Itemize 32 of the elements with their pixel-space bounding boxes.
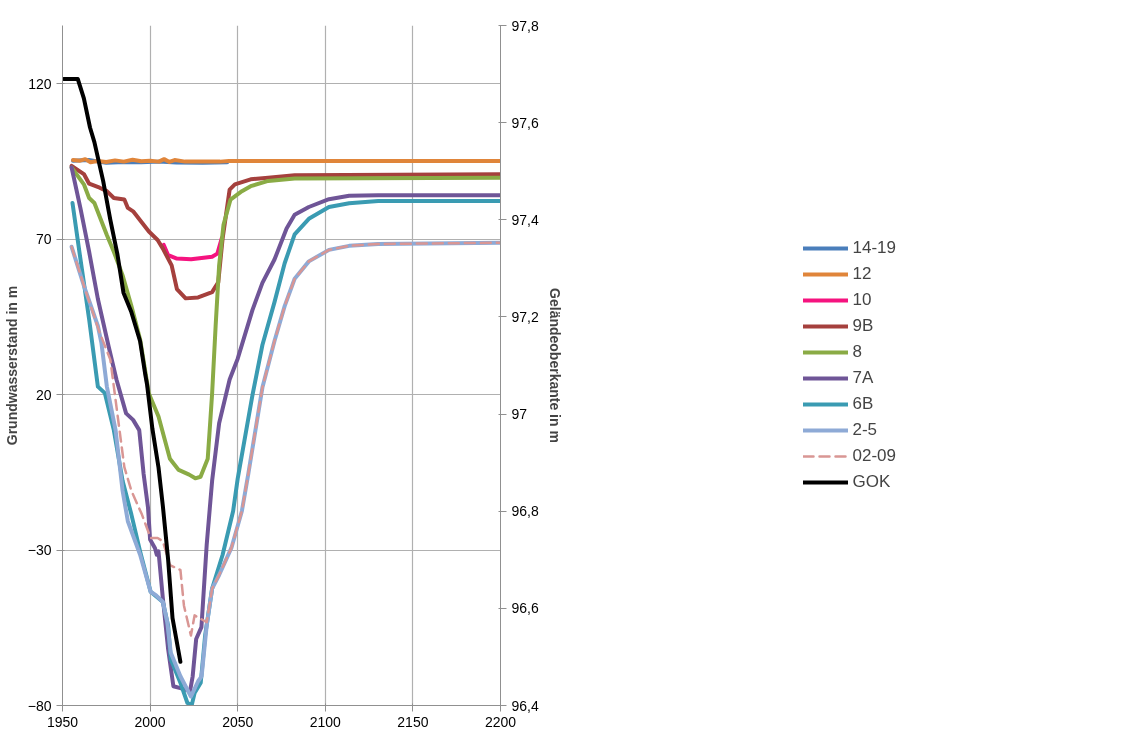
y2-tick-label: 96,4 <box>511 697 539 714</box>
y-tick-label: −30 <box>27 542 52 559</box>
legend-label: 10 <box>852 290 873 310</box>
y-tick-label: 20 <box>35 386 52 403</box>
x-tick-label: 2100 <box>309 713 342 730</box>
y2-tick-label: 97,2 <box>511 308 539 325</box>
x-tick-label: 2200 <box>484 713 517 730</box>
x-tick-label: 2000 <box>134 713 166 730</box>
legend-label: 8 <box>852 342 863 362</box>
legend-label: 7A <box>852 368 875 388</box>
legend-label: 9B <box>852 316 875 336</box>
y2-axis-title: Geländeoberkante in m <box>546 288 563 443</box>
legend-label: 14-19 <box>852 238 897 258</box>
y2-tick-label: 97,6 <box>511 114 539 131</box>
y-tick-label: 120 <box>28 75 52 92</box>
legend-label: 2-5 <box>852 420 879 440</box>
y-tick-label: 70 <box>35 231 52 248</box>
line-series <box>62 76 183 664</box>
y2-tick-label: 97,8 <box>511 17 539 34</box>
x-tick-label: 2050 <box>222 713 254 730</box>
legend-label: 12 <box>852 264 873 284</box>
x-tick-label: 1950 <box>46 713 79 730</box>
legend-label: 6B <box>852 394 875 414</box>
y-tick-label: −80 <box>27 697 52 714</box>
x-tick-label: 2150 <box>397 713 429 730</box>
y-axis-title: Grundwasserstand in m <box>3 285 20 446</box>
legend-label: GOK <box>852 472 892 492</box>
y2-tick-label: 96,8 <box>511 503 539 520</box>
y2-tick-label: 97 <box>511 406 528 423</box>
y2-tick-label: 97,4 <box>511 211 539 228</box>
legend-label: 02-09 <box>852 446 897 466</box>
y2-tick-label: 96,6 <box>511 600 539 617</box>
